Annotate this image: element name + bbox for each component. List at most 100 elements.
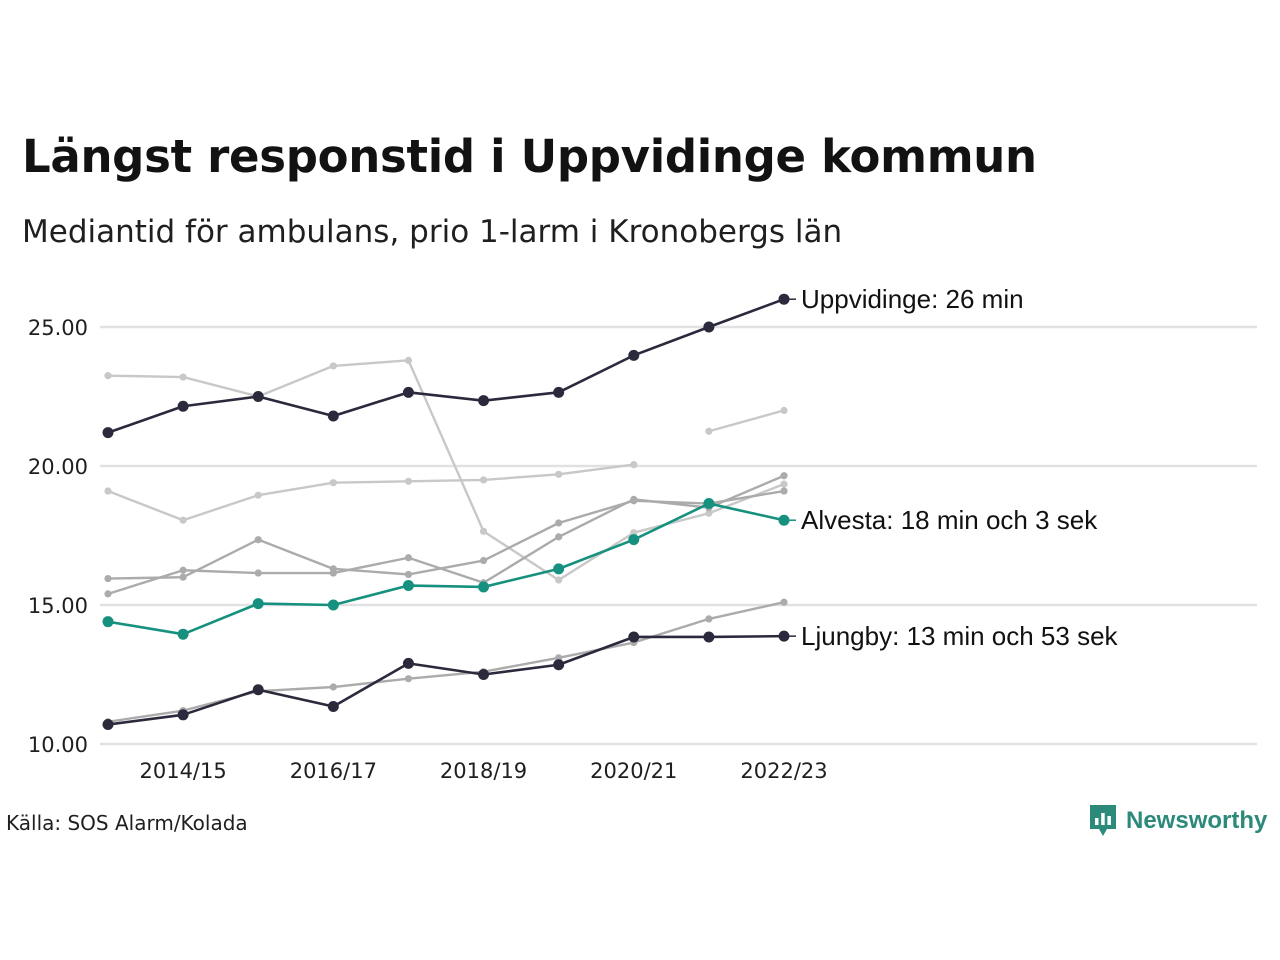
- data-point: [402, 580, 414, 592]
- y-tick-label: 20.00: [28, 455, 88, 479]
- data-point: [104, 574, 112, 583]
- data-point: [705, 615, 713, 623]
- data-point: [780, 598, 788, 606]
- data-point: [102, 616, 114, 628]
- y-axis: 10.00 15.00 20.00 25.00: [28, 316, 88, 757]
- data-point: [329, 362, 337, 370]
- x-tick-label: 2020/21: [590, 759, 677, 783]
- series-line: [106, 634, 786, 726]
- data-point: [104, 487, 112, 495]
- gridlines: [100, 325, 1257, 746]
- series-background: [104, 472, 788, 598]
- series-background: [104, 356, 788, 584]
- data-point: [705, 427, 713, 435]
- data-point: [404, 675, 413, 683]
- data-point: [479, 476, 488, 484]
- brand-name: Newsworthy: [1126, 807, 1268, 834]
- data-point: [553, 659, 565, 671]
- data-point: [252, 598, 264, 610]
- data-point: [628, 534, 640, 546]
- data-point: [555, 519, 563, 527]
- data-point: [555, 533, 563, 541]
- data-point: [179, 566, 187, 574]
- data-point: [479, 527, 488, 535]
- chart-title: Längst responstid i Uppvidinge kommun: [22, 130, 1037, 183]
- data-point: [102, 427, 114, 439]
- series-end-label: Uppvidinge: 26 min: [801, 284, 1024, 314]
- data-point: [628, 631, 640, 643]
- data-point: [555, 576, 563, 584]
- data-point: [630, 461, 638, 469]
- data-point: [327, 700, 339, 712]
- x-axis: 2014/15 2016/17 2018/19 2020/21 2022/23: [139, 759, 827, 783]
- brand-logo[interactable]: Newsworthy: [1088, 803, 1267, 839]
- series-uppvidinge: [102, 293, 790, 439]
- data-point: [553, 386, 565, 398]
- y-tick-label: 25.00: [28, 316, 88, 340]
- data-point: [254, 569, 262, 577]
- data-point: [555, 470, 563, 478]
- data-point: [102, 719, 114, 731]
- series-line: [106, 359, 786, 582]
- data-point: [179, 516, 187, 524]
- series-line: [106, 489, 786, 580]
- series-line: [106, 601, 786, 723]
- series-line: [106, 297, 786, 434]
- data-point: [404, 570, 413, 579]
- series-lines: [102, 293, 790, 731]
- data-point: [254, 491, 262, 499]
- source-note: Källa: SOS Alarm/Kolada: [6, 811, 248, 835]
- series-background: [705, 406, 788, 435]
- data-point: [703, 321, 715, 333]
- newsworthy-logo-icon: [1090, 805, 1116, 836]
- series-end-label: Alvesta: 18 min och 3 sek: [801, 505, 1098, 535]
- data-point: [104, 372, 112, 380]
- data-point: [479, 556, 488, 565]
- data-point: [177, 709, 189, 721]
- series-line: [707, 409, 786, 433]
- data-point: [254, 536, 262, 544]
- data-point: [404, 477, 413, 485]
- series-line: [106, 463, 635, 522]
- data-point: [177, 628, 189, 640]
- data-point: [703, 631, 715, 643]
- x-tick-label: 2014/15: [139, 759, 226, 783]
- series-end-label: Ljungby: 13 min och 53 sek: [801, 621, 1119, 651]
- data-point: [177, 400, 189, 412]
- data-point: [553, 563, 565, 575]
- data-point: [628, 349, 640, 361]
- data-point: [478, 669, 490, 680]
- data-point: [404, 356, 413, 364]
- data-point: [327, 410, 339, 422]
- data-point: [179, 373, 187, 381]
- data-point: [329, 683, 337, 691]
- data-point: [329, 479, 337, 487]
- data-point: [404, 554, 413, 562]
- series-line: [106, 474, 786, 596]
- data-point: [252, 391, 264, 402]
- series-line: [106, 502, 786, 636]
- data-point: [705, 509, 713, 517]
- data-point: [780, 472, 788, 480]
- series-background: [104, 487, 788, 583]
- data-point: [703, 498, 715, 510]
- series-background: [104, 461, 638, 524]
- data-point: [329, 569, 337, 577]
- series-alvesta: [102, 498, 790, 640]
- y-tick-label: 15.00: [28, 594, 88, 618]
- series-ljungby: [102, 630, 790, 731]
- data-point: [780, 406, 788, 414]
- data-point: [104, 590, 112, 598]
- x-tick-label: 2018/19: [440, 759, 527, 783]
- x-tick-label: 2016/17: [290, 759, 377, 783]
- data-point: [780, 480, 788, 488]
- data-point: [780, 487, 788, 495]
- data-point: [402, 386, 414, 398]
- data-point: [478, 581, 490, 593]
- chart-subtitle: Mediantid för ambulans, prio 1-larm i Kr…: [22, 214, 843, 250]
- data-point: [402, 657, 414, 669]
- data-point: [327, 599, 339, 611]
- x-tick-label: 2022/23: [740, 759, 827, 783]
- data-point: [252, 684, 264, 696]
